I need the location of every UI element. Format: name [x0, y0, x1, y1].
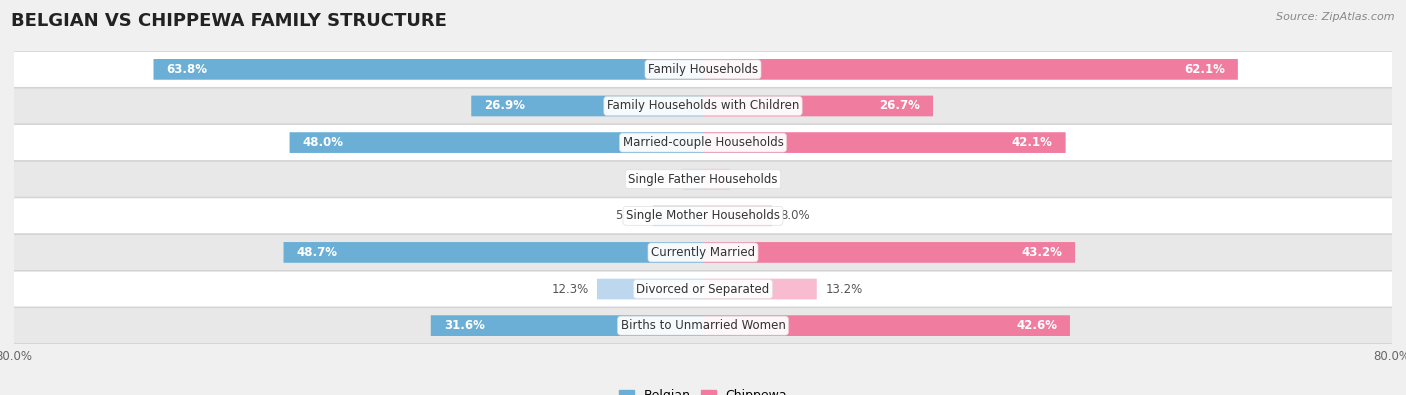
Text: Currently Married: Currently Married — [651, 246, 755, 259]
Text: 12.3%: 12.3% — [551, 282, 589, 295]
FancyBboxPatch shape — [0, 161, 1406, 197]
Text: 31.6%: 31.6% — [444, 319, 485, 332]
Text: 48.7%: 48.7% — [297, 246, 337, 259]
FancyBboxPatch shape — [652, 205, 703, 226]
FancyBboxPatch shape — [0, 125, 1406, 160]
FancyBboxPatch shape — [0, 235, 1406, 270]
Text: 26.9%: 26.9% — [484, 100, 526, 113]
Text: 3.1%: 3.1% — [738, 173, 768, 186]
Text: 5.8%: 5.8% — [614, 209, 644, 222]
Text: 48.0%: 48.0% — [302, 136, 343, 149]
FancyBboxPatch shape — [471, 96, 703, 117]
FancyBboxPatch shape — [153, 59, 703, 80]
FancyBboxPatch shape — [284, 242, 703, 263]
FancyBboxPatch shape — [703, 242, 1076, 263]
Text: 8.0%: 8.0% — [780, 209, 810, 222]
FancyBboxPatch shape — [0, 88, 1406, 124]
Text: 62.1%: 62.1% — [1184, 63, 1225, 76]
Text: BELGIAN VS CHIPPEWA FAMILY STRUCTURE: BELGIAN VS CHIPPEWA FAMILY STRUCTURE — [11, 12, 447, 30]
Text: Single Father Households: Single Father Households — [628, 173, 778, 186]
FancyBboxPatch shape — [703, 315, 1070, 336]
FancyBboxPatch shape — [0, 308, 1406, 344]
Text: 13.2%: 13.2% — [825, 282, 862, 295]
FancyBboxPatch shape — [703, 205, 772, 226]
Text: 43.2%: 43.2% — [1021, 246, 1062, 259]
Text: Divorced or Separated: Divorced or Separated — [637, 282, 769, 295]
FancyBboxPatch shape — [0, 271, 1406, 307]
Text: 2.3%: 2.3% — [645, 173, 675, 186]
Text: 63.8%: 63.8% — [166, 63, 208, 76]
FancyBboxPatch shape — [0, 198, 1406, 234]
Text: 42.1%: 42.1% — [1012, 136, 1053, 149]
Text: 42.6%: 42.6% — [1017, 319, 1057, 332]
Legend: Belgian, Chippewa: Belgian, Chippewa — [613, 384, 793, 395]
FancyBboxPatch shape — [703, 132, 1066, 153]
FancyBboxPatch shape — [290, 132, 703, 153]
FancyBboxPatch shape — [683, 169, 703, 190]
FancyBboxPatch shape — [703, 169, 730, 190]
Text: Family Households with Children: Family Households with Children — [607, 100, 799, 113]
Text: Family Households: Family Households — [648, 63, 758, 76]
FancyBboxPatch shape — [703, 278, 817, 299]
FancyBboxPatch shape — [430, 315, 703, 336]
Text: 26.7%: 26.7% — [879, 100, 920, 113]
Text: Single Mother Households: Single Mother Households — [626, 209, 780, 222]
Text: Source: ZipAtlas.com: Source: ZipAtlas.com — [1277, 12, 1395, 22]
FancyBboxPatch shape — [0, 51, 1406, 87]
Text: Births to Unmarried Women: Births to Unmarried Women — [620, 319, 786, 332]
FancyBboxPatch shape — [703, 59, 1237, 80]
FancyBboxPatch shape — [598, 278, 703, 299]
Text: Married-couple Households: Married-couple Households — [623, 136, 783, 149]
FancyBboxPatch shape — [703, 96, 934, 117]
